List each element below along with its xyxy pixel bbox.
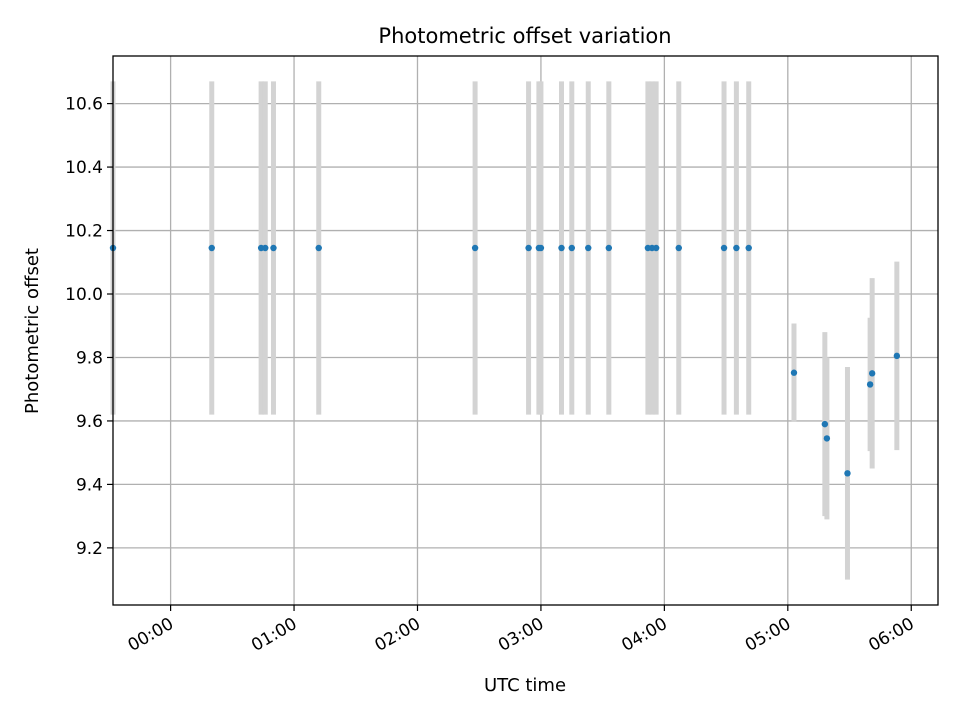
x-axis-label: UTC time	[484, 675, 566, 696]
data-point	[675, 244, 682, 252]
data-point	[844, 470, 851, 477]
data-point	[733, 244, 740, 252]
y-tick-label: 10.4	[65, 158, 103, 178]
data-point	[652, 244, 660, 252]
data-point	[585, 244, 592, 252]
data-point	[270, 244, 277, 252]
y-tick-label: 9.6	[76, 412, 103, 432]
data-point	[537, 244, 545, 252]
plot-frame	[112, 55, 939, 606]
y-axis-label: Photometric offset	[22, 248, 43, 414]
y-tick-label: 10.6	[65, 95, 103, 115]
data-point	[790, 369, 798, 376]
data-point	[208, 244, 215, 252]
data-point	[471, 244, 479, 252]
data-point	[866, 381, 874, 388]
data-point	[605, 244, 613, 252]
y-tick-label: 9.2	[76, 539, 103, 559]
data-point	[315, 244, 322, 252]
data-points	[109, 244, 901, 477]
data-point	[525, 244, 532, 252]
chart-title: Photometric offset variation	[378, 24, 671, 48]
data-point	[568, 244, 575, 252]
data-point	[745, 244, 752, 252]
data-point	[262, 244, 269, 252]
y-tick-label: 10.0	[65, 285, 103, 305]
data-point	[821, 420, 829, 428]
data-point	[868, 370, 876, 377]
data-point	[893, 352, 901, 360]
y-tick-label: 9.4	[76, 475, 103, 495]
data-point	[558, 244, 565, 252]
data-point	[823, 435, 831, 442]
y-tick-label: 9.8	[76, 348, 103, 368]
grid	[113, 56, 938, 605]
data-point	[720, 244, 728, 252]
y-tick-label: 10.2	[65, 222, 103, 242]
